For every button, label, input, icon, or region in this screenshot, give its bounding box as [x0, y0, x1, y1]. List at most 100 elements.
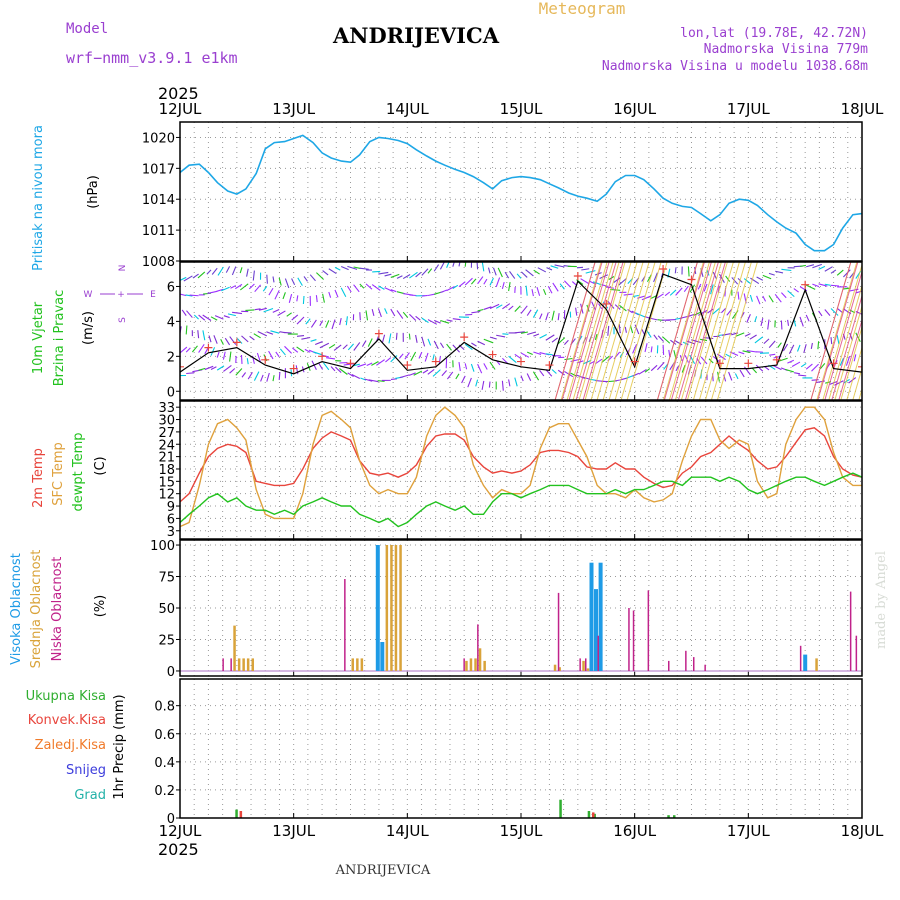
- wind-arrow: [322, 362, 330, 371]
- wind-arrow: [824, 283, 831, 286]
- low-cloud-bar: [597, 635, 599, 671]
- plot-content: [180, 406, 862, 528]
- wind-arrow: [619, 304, 627, 312]
- wind-arrow: [492, 267, 497, 276]
- wind-arrow: [818, 283, 828, 287]
- wind-arrow: [497, 267, 503, 278]
- wind-arrow: [796, 344, 801, 352]
- wind-arrow: [415, 271, 422, 278]
- low-cloud-bar: [668, 660, 670, 671]
- plot-border: [179, 121, 863, 262]
- wind-arrow: [180, 278, 181, 279]
- elevation-label: Nadmorska Visina 779m: [704, 42, 869, 57]
- wind-arrow: [521, 271, 528, 278]
- wind-arrow: [292, 347, 299, 353]
- wind-speed-line: [180, 273, 862, 375]
- wind-arrow: [471, 310, 481, 314]
- total-rain-bar: [587, 811, 591, 818]
- wind-arrow: [291, 278, 296, 286]
- wind-arrow: [495, 277, 501, 288]
- wind-arrow: [793, 372, 801, 375]
- wind-arrow: [749, 334, 757, 340]
- y-tick-label: 27: [158, 426, 175, 441]
- wind-arrow: [441, 370, 448, 377]
- wind-arrow: [656, 362, 665, 371]
- wind-hatch: [824, 270, 862, 400]
- wind-arrow: [371, 308, 375, 317]
- wind-arrow: [483, 338, 494, 344]
- low-cloud-bar: [557, 592, 560, 671]
- wind-arrow: [256, 352, 262, 363]
- wind-arrow: [185, 294, 193, 297]
- wind-arrow: [315, 295, 318, 303]
- wind-arrow: [777, 357, 788, 362]
- high-cloud-bar: [803, 654, 808, 671]
- wind-hatch: [810, 262, 852, 400]
- wind-arrow: [508, 305, 514, 311]
- low-cloud-ylabel: Niska Oblacnost: [50, 557, 65, 662]
- wind-gust-marker: [374, 329, 383, 338]
- wind-hatch: [698, 262, 740, 400]
- wind-arrow: [216, 351, 220, 358]
- low-cloud-bar: [222, 658, 224, 671]
- wind-arrow: [657, 335, 665, 342]
- wind-arrow: [755, 364, 764, 372]
- wind-arrow: [483, 306, 492, 310]
- wind-arrow: [749, 294, 753, 302]
- convective-rain-bar: [239, 811, 243, 818]
- wind-arrow: [738, 351, 745, 355]
- wind-arrow: [246, 358, 249, 365]
- wind-gust-marker: [545, 361, 554, 370]
- wind-compass: N S W E +: [84, 265, 157, 323]
- wind-arrow: [334, 366, 342, 373]
- wind-arrow: [760, 318, 764, 327]
- wind-gust-marker: [687, 275, 696, 284]
- wind-arrow: [514, 377, 518, 387]
- wind-gust-marker: [180, 362, 184, 371]
- wind-gust-marker: [431, 357, 440, 366]
- wind-arrow: [263, 308, 274, 313]
- wind-arrow: [340, 287, 347, 298]
- wind-arrow: [675, 365, 680, 372]
- wind-arrow: [509, 270, 516, 279]
- wind-hatch: [590, 262, 632, 400]
- wind-arrow: [552, 282, 559, 292]
- wind-arrow: [198, 343, 205, 353]
- y-tick-label: 30: [158, 414, 175, 429]
- wind-arrow: [542, 288, 547, 295]
- plot-content: [180, 545, 862, 672]
- wind-arrow: [322, 270, 329, 276]
- wind-arrow: [539, 369, 545, 377]
- temp-units: (C): [93, 456, 108, 475]
- wind-arrow: [202, 314, 212, 321]
- wind-arrow: [787, 290, 795, 298]
- wind-hatch: [572, 262, 614, 400]
- wind-arrow: [458, 281, 466, 288]
- wind-arrow: [670, 339, 677, 345]
- wind-arrow: [427, 319, 438, 325]
- wind-arrow: [180, 346, 188, 354]
- wind-arrow: [418, 351, 423, 359]
- wind-arrow: [830, 337, 833, 345]
- wind-arrow: [384, 273, 392, 277]
- mid-cloud-bar: [586, 668, 590, 671]
- wind-arrow: [198, 367, 206, 371]
- wind-arrow: [756, 295, 761, 305]
- plot-border: [179, 400, 863, 540]
- low-cloud-bar: [585, 658, 587, 671]
- wind-hatch: [680, 262, 722, 400]
- wind-arrow: [427, 268, 433, 274]
- wind-arrow: [433, 319, 441, 324]
- wind-arrow: [532, 309, 539, 318]
- wind-arrow: [384, 287, 393, 292]
- plot-border: [179, 539, 863, 677]
- wind-arrow: [601, 284, 608, 287]
- compass-west: W: [84, 290, 93, 300]
- wind-ylabel-1: 10m Vjetar: [31, 301, 46, 374]
- mid-cloud-bar: [465, 660, 468, 671]
- wind-arrow: [223, 315, 230, 319]
- wind-arrow: [241, 335, 249, 343]
- wind-arrow: [489, 336, 497, 340]
- wind-arrow: [377, 380, 385, 382]
- wind-hatch: [684, 262, 726, 400]
